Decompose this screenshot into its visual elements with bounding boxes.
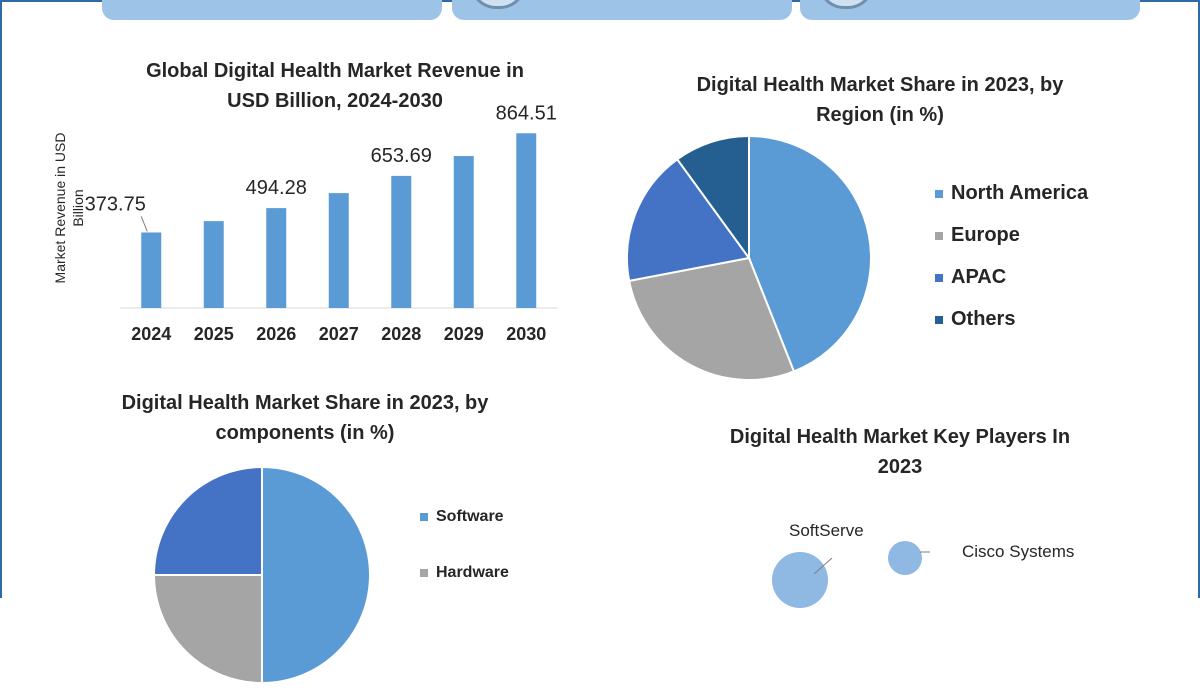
top-card-3 (800, 0, 1140, 20)
legend-item-hardware: Hardware (420, 564, 509, 582)
data-label-leader (140, 216, 148, 232)
legend-label: Europe (951, 224, 1020, 246)
title-bold: Global (146, 60, 209, 82)
player-label-softserve: SoftServe (789, 521, 864, 540)
pie-slice-other (152, 465, 263, 576)
title-rest: Digital Health Market Revenue in (213, 60, 524, 82)
top-card-badge (470, 0, 526, 9)
title-line2: USD Billion, 2024-2030 (227, 90, 443, 112)
components-pie-chart (152, 465, 371, 685)
x-tick-label: 2027 (319, 324, 359, 344)
y-axis-label-2: Billion (70, 189, 86, 226)
bar (266, 208, 287, 308)
bar (141, 232, 162, 308)
x-tick-label: 2025 (194, 324, 234, 344)
x-tick-label: 2024 (131, 324, 171, 344)
title-line2: 2023 (877, 456, 923, 478)
legend-item-apac: APAC (935, 266, 1006, 289)
bar (516, 133, 537, 308)
legend-swatch (935, 273, 943, 282)
title-line1: Digital Health Market Share in 2023, by (121, 392, 489, 414)
revenue-bar-chart: 2024 373.75 2025 2026 494.28 2027 2028 653.69 20… (52, 102, 558, 344)
region-pie-chart (626, 134, 872, 381)
title-line2: components (in %) (215, 422, 395, 444)
region-chart-title: Digital Health Market Share in 2023, by … (640, 70, 1120, 130)
top-card-1 (102, 0, 442, 20)
key-players-title: Digital Health Market Key Players In 202… (690, 422, 1110, 482)
legend-label: Others (951, 308, 1016, 330)
top-card-2 (452, 0, 792, 20)
pie-slice-others (675, 134, 750, 262)
pie-slice-software (261, 465, 371, 685)
player-label-cisco: Cisco Systems (962, 542, 1075, 561)
top-card-badge (818, 0, 874, 9)
bar (328, 193, 349, 308)
bubble-leader-softserve (813, 557, 833, 575)
key-players-bubble-chart (772, 541, 930, 608)
legend-swatch (935, 231, 943, 240)
bar (453, 156, 474, 308)
y-axis-label: Market Revenue in USD (52, 133, 68, 284)
title-line2: Region (in %) (816, 104, 944, 126)
legend-item-software: Software (420, 508, 504, 526)
pie-slice-apac (626, 157, 751, 283)
bubble-cisco (888, 541, 922, 575)
data-label: 494.28 (246, 177, 307, 199)
legend-label: Software (436, 508, 504, 525)
bar (203, 221, 224, 308)
data-label: 864.51 (496, 102, 557, 124)
title-line1: Digital Health Market Key Players In (729, 426, 1071, 448)
x-tick-label: 2029 (444, 324, 484, 344)
legend-item-europe: Europe (935, 224, 1020, 247)
bubble-softserve (772, 552, 828, 608)
legend-swatch (935, 315, 943, 324)
legend-swatch (935, 189, 943, 198)
legend-label: APAC (951, 266, 1007, 288)
data-label: 373.75 (85, 193, 146, 215)
legend-swatch (420, 513, 428, 521)
legend-label: North America (951, 182, 1089, 204)
revenue-chart-title: Global Digital Health Market Revenue in … (100, 56, 570, 116)
legend-swatch (420, 569, 428, 577)
pie-slice-hardware (152, 574, 263, 685)
title-line1: Digital Health Market Share in 2023, by (696, 74, 1064, 96)
legend-label: Hardware (436, 564, 509, 581)
bar (391, 175, 412, 308)
pie-slice-north-america (748, 134, 872, 373)
x-tick-label: 2026 (256, 324, 296, 344)
x-tick-label: 2030 (506, 324, 546, 344)
pie-slice-europe (627, 256, 796, 381)
legend-item-others: Others (935, 308, 1015, 331)
legend-item-north-america: North America (935, 182, 1088, 205)
data-label: 653.69 (371, 145, 432, 167)
components-chart-title: Digital Health Market Share in 2023, by … (80, 388, 530, 448)
x-tick-label: 2028 (381, 324, 421, 344)
